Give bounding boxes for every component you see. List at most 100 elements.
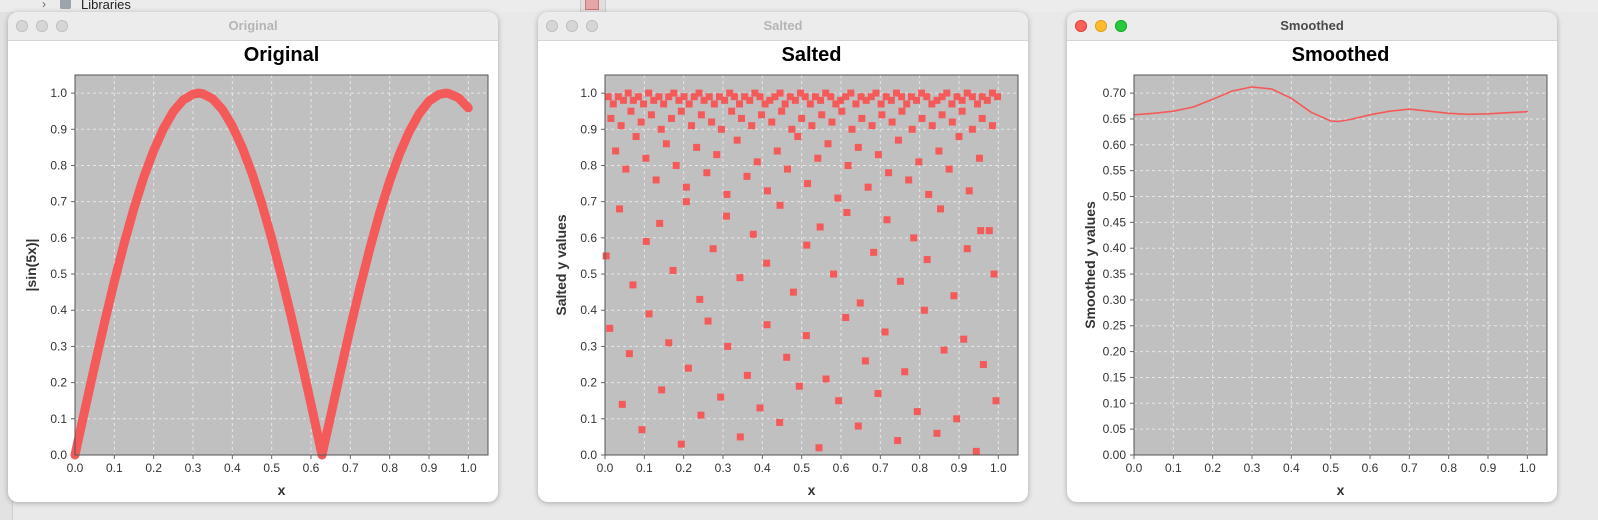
scatter-point bbox=[724, 342, 732, 350]
y-tick-label: 1.0 bbox=[580, 86, 597, 100]
series-line bbox=[70, 88, 473, 460]
scatter-point bbox=[794, 133, 802, 141]
scatter-point bbox=[607, 114, 615, 122]
minimize-button[interactable] bbox=[36, 20, 48, 32]
chevron-right-icon[interactable]: › bbox=[42, 0, 46, 11]
window-smoothed[interactable]: Smoothed Smoothed 0.0 0.1 0.2 0.3 0.4 0.5 0.6 0.… bbox=[1067, 12, 1557, 502]
scatter-point bbox=[645, 310, 653, 318]
scatter-point bbox=[638, 426, 646, 434]
zoom-button[interactable] bbox=[56, 20, 68, 32]
scatter-point bbox=[804, 180, 812, 188]
scatter-point bbox=[645, 89, 653, 97]
scatter-point bbox=[811, 93, 819, 101]
scatter-point bbox=[721, 96, 729, 104]
scatter-point bbox=[697, 411, 705, 419]
scatter-point bbox=[972, 447, 980, 455]
scatter-point bbox=[672, 161, 680, 169]
scatter-point bbox=[818, 111, 826, 119]
x-tick-label: 0.4 bbox=[754, 461, 771, 475]
scatter-point bbox=[945, 165, 953, 173]
scatter-point bbox=[985, 227, 993, 235]
scatter-point bbox=[870, 248, 878, 256]
x-tick-label: 0.7 bbox=[342, 461, 359, 475]
window-titlebar[interactable]: Salted bbox=[538, 12, 1028, 41]
close-button[interactable] bbox=[16, 20, 28, 32]
x-tick-label: 0.8 bbox=[911, 461, 928, 475]
zoom-button[interactable] bbox=[586, 20, 598, 32]
scatter-point bbox=[723, 212, 731, 220]
x-tick-label: 0.9 bbox=[421, 461, 438, 475]
x-tick-label: 0.3 bbox=[185, 461, 202, 475]
x-tick-label: 0.7 bbox=[1401, 461, 1418, 475]
scatter-point bbox=[751, 89, 759, 97]
scatter-point bbox=[743, 172, 751, 180]
y-tick-label: 0.7 bbox=[580, 195, 597, 209]
window-title: Salted bbox=[763, 18, 803, 33]
scatter-point bbox=[622, 165, 630, 173]
minimize-button[interactable] bbox=[1095, 20, 1107, 32]
scatter-point bbox=[658, 386, 666, 394]
scatter-point bbox=[827, 93, 835, 101]
scatter-point bbox=[637, 118, 645, 126]
scatter-point bbox=[816, 223, 824, 231]
window-salted[interactable]: Salted Salted 0.0 0.1 0.2 0.3 0.4 0.5 0.6 0.7 0.8… bbox=[538, 12, 1028, 502]
x-axis-label: x bbox=[278, 482, 286, 498]
y-tick-label: 0.55 bbox=[1103, 164, 1127, 178]
scatter-point bbox=[892, 89, 900, 97]
scatter-point bbox=[842, 313, 850, 321]
scatter-point bbox=[874, 389, 882, 397]
scatter-point bbox=[894, 136, 902, 144]
plot-area bbox=[605, 75, 1018, 455]
scatter-point bbox=[677, 107, 685, 115]
window-titlebar[interactable]: Smoothed bbox=[1067, 12, 1557, 41]
scatter-point bbox=[935, 147, 943, 155]
minimize-button[interactable] bbox=[566, 20, 578, 32]
scatter-point bbox=[955, 133, 963, 141]
scatter-point bbox=[763, 187, 771, 195]
window-titlebar[interactable]: Original bbox=[8, 12, 498, 41]
scatter-point bbox=[614, 93, 622, 101]
scatter-point bbox=[788, 125, 796, 133]
scatter-point bbox=[940, 346, 948, 354]
scatter-point bbox=[910, 234, 918, 242]
x-tick-label: 0.6 bbox=[303, 461, 320, 475]
scatter-point bbox=[763, 259, 771, 267]
scatter-point bbox=[717, 393, 725, 401]
y-tick-label: 0.5 bbox=[580, 267, 597, 281]
scatter-point bbox=[847, 89, 855, 97]
scatter-point bbox=[905, 176, 913, 184]
x-tick-label: 0.5 bbox=[793, 461, 810, 475]
scatter-point bbox=[786, 93, 794, 101]
scatter-point bbox=[773, 147, 781, 155]
scatter-point bbox=[791, 96, 799, 104]
file-icon bbox=[585, 0, 599, 10]
scatter-point bbox=[903, 100, 911, 108]
scatter-point bbox=[682, 183, 690, 191]
tree-item-libraries[interactable]: Libraries bbox=[81, 0, 131, 12]
close-button[interactable] bbox=[546, 20, 558, 32]
scatter-point bbox=[737, 114, 745, 122]
scatter-point bbox=[803, 241, 811, 249]
scatter-point bbox=[703, 169, 711, 177]
scatter-point bbox=[958, 96, 966, 104]
x-tick-label: 1.0 bbox=[460, 461, 477, 475]
scatter-point bbox=[652, 176, 660, 184]
scatter-point bbox=[749, 230, 757, 238]
scatter-point bbox=[616, 205, 624, 213]
scatter-point bbox=[736, 433, 744, 441]
y-tick-label: 0.2 bbox=[580, 376, 597, 390]
y-axis-label: Smoothed y values bbox=[1082, 201, 1098, 329]
y-tick-label: 0.5 bbox=[50, 267, 67, 281]
close-button[interactable] bbox=[1075, 20, 1087, 32]
scatter-point bbox=[968, 93, 976, 101]
scatter-point bbox=[746, 96, 754, 104]
window-original[interactable]: Original Original 0.0 0.1 0.2 0.3 0.4 0.5 0.6 0.… bbox=[8, 12, 498, 502]
scatter-point bbox=[963, 89, 971, 97]
scatter-point bbox=[824, 140, 832, 148]
scatter-point bbox=[838, 107, 846, 115]
zoom-button[interactable] bbox=[1115, 20, 1127, 32]
y-axis-label: |sin(5x)| bbox=[23, 239, 39, 292]
scatter-point bbox=[602, 252, 610, 260]
scatter-point bbox=[915, 158, 923, 166]
scatter-point bbox=[913, 408, 921, 416]
